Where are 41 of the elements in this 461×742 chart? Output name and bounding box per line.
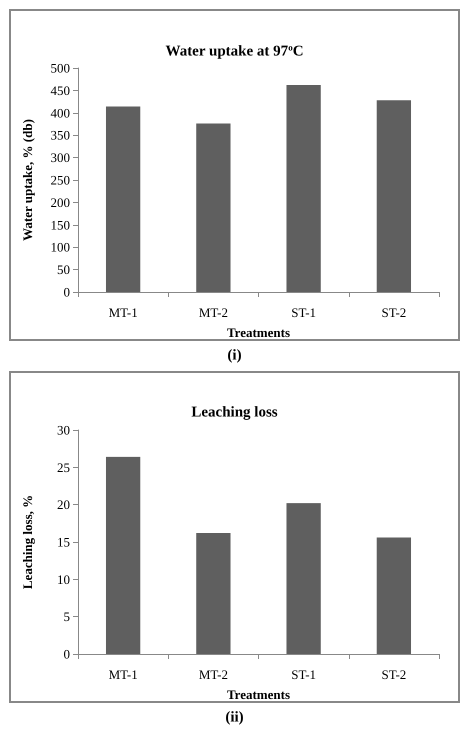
bar: [196, 124, 231, 292]
bar: [376, 100, 412, 292]
y-tick-label: 10: [57, 572, 70, 587]
x-axis-title: Treatments: [226, 687, 290, 702]
text: (i): [227, 348, 242, 364]
y-tick-label: 50: [57, 262, 70, 278]
x-tick-label: MT-2: [198, 305, 228, 320]
y-axis-title: Water uptake, % (db): [20, 119, 35, 241]
y-axis-title: Leaching loss, %: [20, 494, 35, 590]
y-tick-label: 15: [57, 534, 70, 550]
x-tick-label: MT-1: [108, 305, 138, 320]
y-tick-label: 5: [64, 609, 70, 624]
x-tick-label: ST-2: [381, 305, 406, 320]
y-tick-label: 250: [50, 172, 70, 188]
y-tick-label: 20: [57, 497, 70, 512]
chart-title: Leaching loss: [191, 404, 278, 420]
bar: [376, 538, 412, 654]
x-tick-label: MT-1: [108, 667, 138, 682]
x-tick-label: ST-1: [291, 305, 316, 320]
x-tick-label: ST-2: [381, 667, 406, 682]
y-tick-label: 400: [50, 105, 70, 120]
bar: [286, 503, 321, 654]
bar: [196, 533, 231, 654]
x-axis-title: Treatments: [226, 325, 290, 340]
y-tick-label: 200: [50, 194, 70, 210]
y-tick-label: 500: [50, 60, 70, 76]
y-tick-label: 150: [50, 217, 70, 232]
text: (ii): [225, 710, 244, 726]
bar: [106, 106, 140, 292]
y-tick-label: 450: [50, 82, 70, 98]
y-tick-label: 350: [50, 128, 70, 143]
x-tick-label: MT-2: [198, 667, 228, 682]
y-tick-label: 0: [64, 646, 70, 662]
y-tick-label: 25: [57, 460, 70, 475]
y-tick-label: 300: [50, 150, 70, 166]
x-tick-label: ST-1: [291, 667, 316, 682]
y-tick-label: 30: [57, 422, 70, 438]
y-tick-label: 100: [50, 240, 70, 255]
bar: [106, 456, 140, 654]
y-tick-label: 0: [64, 284, 70, 300]
bar: [286, 85, 321, 292]
